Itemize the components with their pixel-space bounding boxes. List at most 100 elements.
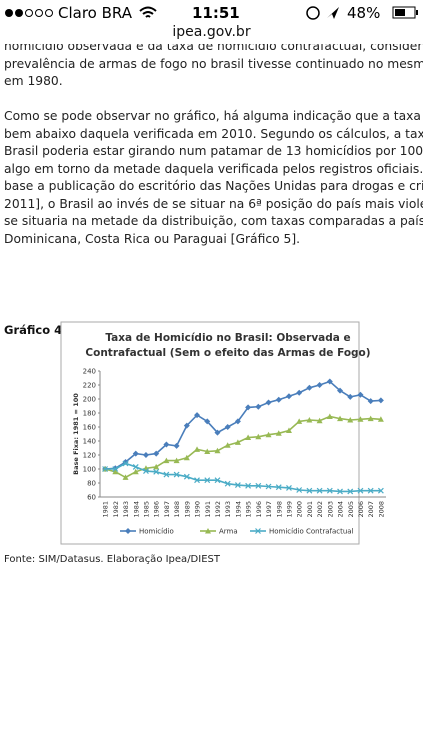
battery-icon xyxy=(392,6,418,19)
lock-location-icons xyxy=(306,6,339,20)
data-point xyxy=(347,417,354,423)
data-point xyxy=(183,422,190,429)
data-point xyxy=(245,404,252,411)
x-tick-label: 2004 xyxy=(337,501,345,518)
chart-title: Taxa de Homicídio no Brasil: Observada e xyxy=(105,332,350,344)
data-point xyxy=(132,450,139,457)
data-point xyxy=(326,413,333,419)
text-line: Brasil poderia estar girando num patamar… xyxy=(4,144,423,158)
data-point xyxy=(337,488,343,495)
data-point xyxy=(163,471,170,478)
data-point xyxy=(204,477,211,484)
text-line: bem abaixo daquela verificada em 2010. S… xyxy=(4,126,423,141)
data-point xyxy=(214,447,221,454)
data-point xyxy=(275,396,282,403)
data-point xyxy=(285,393,292,400)
data-point xyxy=(337,415,344,422)
series-line xyxy=(105,380,381,470)
legend-label: Arma xyxy=(219,528,238,536)
data-point xyxy=(112,466,119,472)
data-point xyxy=(326,378,333,385)
data-point xyxy=(102,466,109,472)
data-point xyxy=(102,466,109,472)
data-point xyxy=(265,399,272,406)
data-point xyxy=(132,463,139,470)
x-tick-label: 1991 xyxy=(204,501,212,518)
data-point xyxy=(234,418,241,425)
x-tick-label: 2001 xyxy=(306,501,314,518)
chart-title: Contrafactual (Sem o efeito das Armas de… xyxy=(85,347,370,359)
data-point xyxy=(245,434,252,440)
url[interactable]: ipea.gov.br xyxy=(172,24,251,40)
text-line: algo em torno da metade daquela verifica… xyxy=(4,161,423,176)
y-tick-label: 240 xyxy=(83,368,96,376)
data-point xyxy=(143,468,149,475)
y-tick-label: 180 xyxy=(83,410,96,418)
x-tick-label: 1997 xyxy=(265,501,273,518)
text-line: base a publicação do escritório das Naçõ… xyxy=(4,179,423,193)
signal-icon xyxy=(5,9,53,17)
y-axis-label: Base Fixa: 1981 = 100 xyxy=(72,393,80,475)
x-tick-label: 1999 xyxy=(285,501,293,518)
data-point xyxy=(275,484,282,491)
data-point xyxy=(194,477,200,484)
data-point xyxy=(255,482,262,489)
x-tick-label: 1983 xyxy=(122,501,130,518)
data-point xyxy=(183,454,190,461)
x-tick-label: 1994 xyxy=(234,501,242,518)
x-tick-label: 2006 xyxy=(357,501,365,518)
data-point xyxy=(234,439,241,445)
data-point xyxy=(245,482,252,489)
data-point xyxy=(275,430,282,436)
y-tick-label: 220 xyxy=(83,382,96,390)
data-point xyxy=(347,393,354,400)
x-tick-label: 1982 xyxy=(112,501,120,518)
text-line: Dominicana, Costa Rica ou Paraguai [Gráf… xyxy=(4,231,301,246)
data-point xyxy=(306,384,313,391)
data-point xyxy=(377,416,384,422)
data-point xyxy=(112,468,119,475)
data-point xyxy=(377,397,384,404)
x-tick-label: 1998 xyxy=(275,501,283,518)
data-point xyxy=(214,429,221,436)
y-tick-label: 140 xyxy=(83,438,96,446)
legend-marker xyxy=(125,528,131,534)
data-point xyxy=(173,471,180,478)
data-point xyxy=(357,391,364,398)
x-tick-label: 1986 xyxy=(153,501,161,518)
x-tick-label: 1995 xyxy=(245,501,253,518)
data-point xyxy=(255,403,262,410)
x-tick-label: 2008 xyxy=(377,501,385,518)
x-tick-label: 1990 xyxy=(194,501,202,518)
data-point xyxy=(163,441,170,448)
data-point xyxy=(204,448,211,454)
text-line: se situaria na metade da distribuição, c… xyxy=(4,214,423,228)
data-point xyxy=(153,463,160,470)
x-tick-label: 1989 xyxy=(183,501,191,518)
data-point xyxy=(265,431,272,438)
text-line: Como se pode observar no gráfico, há alg… xyxy=(4,109,423,123)
data-point xyxy=(347,488,354,495)
x-tick-label: 1988 xyxy=(173,501,181,518)
data-point xyxy=(286,484,292,491)
x-tick-label: 1993 xyxy=(224,501,232,518)
data-point xyxy=(234,482,241,489)
text-line: prevalência de armas de fogo no brasil t… xyxy=(4,56,423,71)
legend-marker xyxy=(205,528,211,534)
data-point xyxy=(224,442,231,448)
x-tick-label: 1987 xyxy=(163,501,171,518)
data-point xyxy=(357,416,364,422)
legend-marker xyxy=(255,528,261,534)
data-point xyxy=(153,450,160,457)
y-tick-label: 100 xyxy=(83,466,96,474)
series-line xyxy=(105,462,381,493)
data-point xyxy=(153,468,160,475)
data-point xyxy=(285,427,292,433)
data-point xyxy=(163,457,170,464)
carrier: Claro BRA xyxy=(58,4,132,22)
x-tick-label: 1984 xyxy=(132,501,140,518)
data-point xyxy=(265,483,272,490)
data-point xyxy=(367,398,374,405)
data-point xyxy=(173,457,180,464)
data-point xyxy=(122,459,129,465)
